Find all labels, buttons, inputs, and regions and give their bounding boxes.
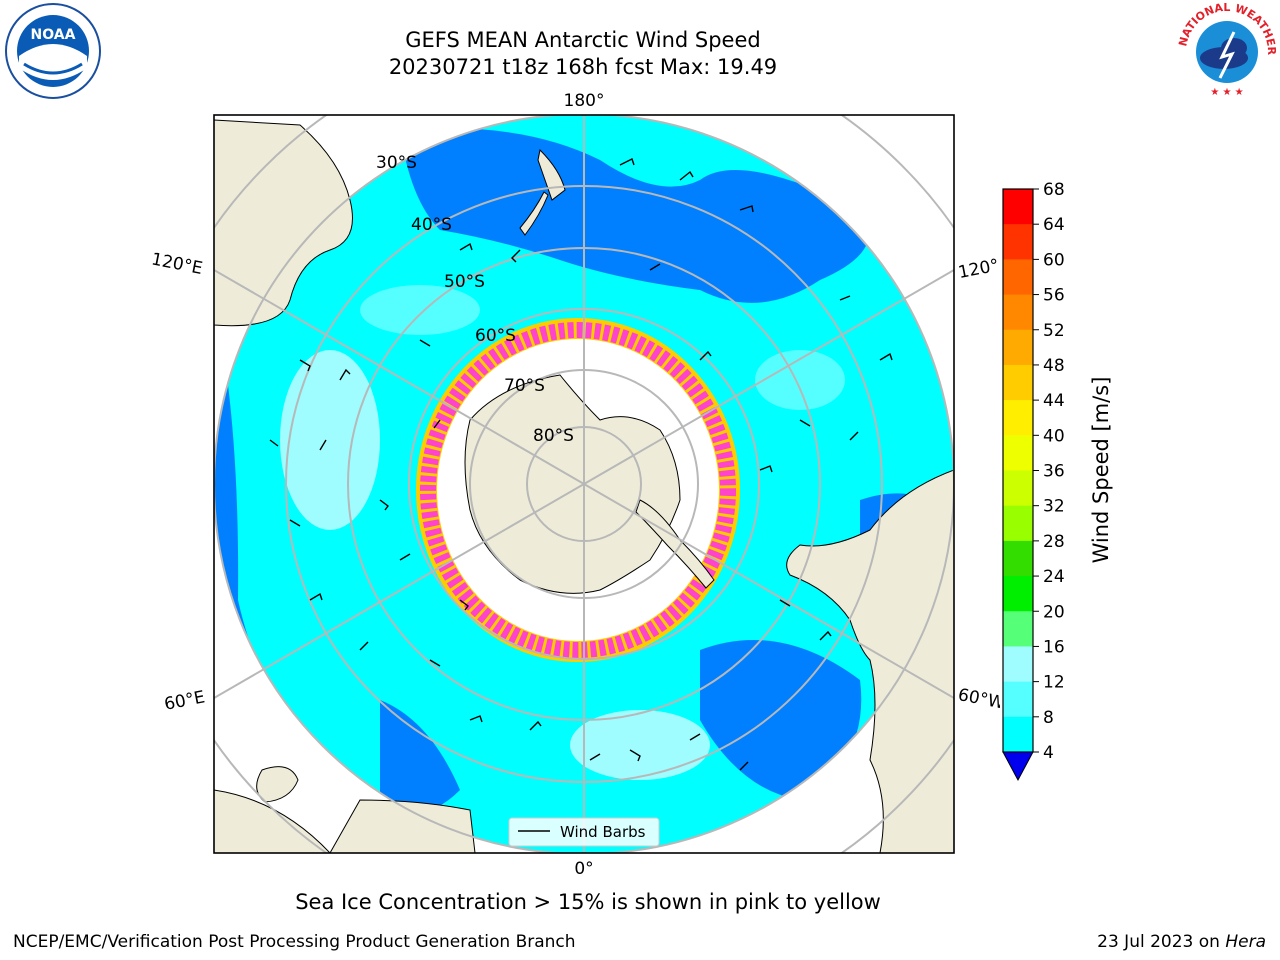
noaa-logo-text: NOAA <box>31 27 76 43</box>
colorbar-segment <box>1003 400 1033 436</box>
lon-label-0: 0° <box>574 859 593 879</box>
new-zealand-south <box>519 191 549 236</box>
blue-zone-southwest <box>380 700 460 813</box>
colorbar-label: Wind Speed [m/s] <box>1089 377 1113 564</box>
africa <box>329 799 476 853</box>
colorbar-segment <box>1003 189 1033 225</box>
map-legend: Wind Barbs <box>508 817 660 847</box>
australia <box>214 119 353 327</box>
polar-map: 180° 0° 120°E 60°E 120° 60°W 30°S 40°S 5… <box>150 91 1000 879</box>
footer-machine: Hera <box>1225 932 1266 952</box>
light-patch-2 <box>570 710 710 780</box>
colorbar-segment <box>1003 646 1033 683</box>
light-patch-3 <box>755 350 845 410</box>
colorbar-tick-label: 32 <box>1043 497 1065 517</box>
blue-zone-north <box>400 128 869 303</box>
colorbar-segment <box>1003 364 1033 401</box>
lat-label-30s: 30°S <box>376 153 417 173</box>
chart-subtitle: 20230721 t18z 168h fcst Max: 19.49 <box>388 55 778 79</box>
colorbar-segment <box>1003 259 1033 296</box>
colorbar-tick-label: 56 <box>1043 286 1065 306</box>
colorbar-tick-label: 40 <box>1043 426 1065 446</box>
colorbar-tick-label: 20 <box>1043 602 1065 622</box>
lat-label-40s: 40°S <box>411 215 452 235</box>
madagascar <box>256 766 299 803</box>
colorbar-segment <box>1003 681 1033 718</box>
colorbar-ticks: 68 64 60 56 52 48 44 40 36 32 28 24 20 16 12 8 4 <box>1033 180 1065 763</box>
light-patch-1 <box>280 350 380 530</box>
colorbar-segment <box>1003 329 1033 366</box>
blue-zone-southeast <box>700 640 862 800</box>
light-patch-4 <box>360 285 480 335</box>
colorbar-tick-label: 68 <box>1043 180 1065 200</box>
colorbar-segment <box>1003 435 1033 471</box>
colorbar-extend-arrow <box>1002 751 1034 782</box>
footer-credit: NCEP/EMC/Verification Post Processing Pr… <box>13 932 576 952</box>
colorbar-tick-label: 36 <box>1043 462 1065 482</box>
colorbar-segment <box>1003 505 1033 542</box>
lon-label-180: 180° <box>564 91 605 111</box>
chart-title: GEFS MEAN Antarctic Wind Speed <box>405 28 761 52</box>
colorbar-segment <box>1003 294 1033 331</box>
colorbar-tick-label: 16 <box>1043 637 1065 657</box>
svg-text:★ ★ ★: ★ ★ ★ <box>1210 87 1243 98</box>
map-frame <box>213 114 955 854</box>
colorbar-tick-label: 28 <box>1043 532 1065 552</box>
colorbar-segment <box>1003 470 1033 507</box>
lat-label-80s: 80°S <box>533 426 574 446</box>
footer-date: 23 Jul 2023 on Hera <box>1097 932 1266 952</box>
lat-label-70s: 70°S <box>504 376 545 396</box>
antarctic-peninsula <box>635 499 715 589</box>
legend-label: Wind Barbs <box>560 823 646 841</box>
colorbar-tick-label: 64 <box>1043 215 1065 235</box>
colorbar-tick-label: 44 <box>1043 391 1065 411</box>
nws-logo: NATIONAL WEATHER SERVICE ★ ★ ★ <box>1176 2 1278 98</box>
colorbar-tick-label: 8 <box>1043 708 1054 728</box>
wind-barbs <box>269 158 893 771</box>
colorbar-tick-label: 12 <box>1043 673 1065 693</box>
footer-date-text: 23 Jul 2023 on <box>1097 932 1226 952</box>
lat-label-60s: 60°S <box>475 326 516 346</box>
sea-ice-note: Sea Ice Concentration > 15% is shown in … <box>295 890 881 914</box>
noaa-logo: NOAA <box>5 3 101 99</box>
colorbar-tick-label: 4 <box>1043 743 1054 763</box>
colorbar-tick-label: 60 <box>1043 250 1065 270</box>
lat-label-50s: 50°S <box>444 272 485 292</box>
colorbar-tick-label: 48 <box>1043 356 1065 376</box>
colorbar-segment <box>1003 716 1033 753</box>
colorbar-tick-label: 52 <box>1043 321 1065 341</box>
lon-label-120e: 120°E <box>150 249 205 278</box>
colorbar-segments <box>1003 189 1033 753</box>
meridians <box>214 115 954 853</box>
lon-label-60e: 60°E <box>163 687 207 714</box>
colorbar-segment <box>1003 611 1033 647</box>
colorbar: 68 64 60 56 52 48 44 40 36 32 28 24 20 16 12 8 4 Wind Sp… <box>1002 180 1113 782</box>
colorbar-tick-label: 24 <box>1043 567 1065 587</box>
colorbar-segment <box>1003 540 1033 577</box>
colorbar-segment <box>1003 224 1033 260</box>
south-america <box>786 469 954 853</box>
colorbar-segment <box>1003 576 1033 612</box>
